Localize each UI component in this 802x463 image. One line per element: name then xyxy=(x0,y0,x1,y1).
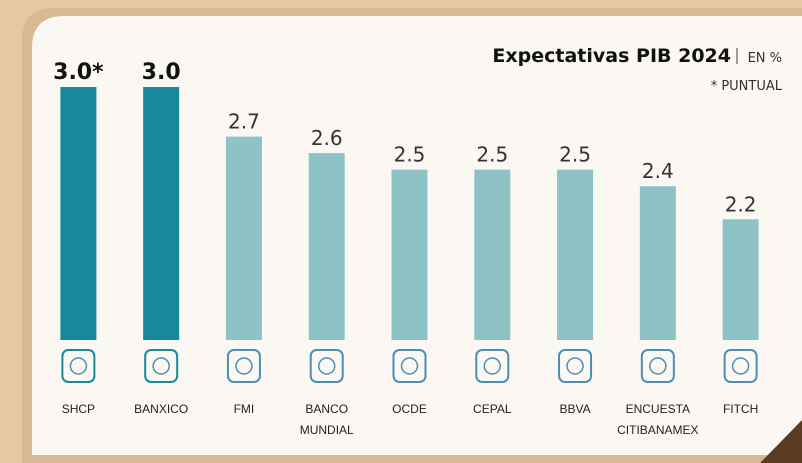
logo xyxy=(558,349,593,383)
label-line: MUNDIAL xyxy=(300,423,354,437)
value-label: 2.6 xyxy=(311,126,343,150)
bar xyxy=(308,153,345,340)
logo xyxy=(309,349,344,383)
x-tick-label: CEPAL xyxy=(473,402,512,416)
x-tick-label: BANXICO xyxy=(134,402,188,416)
logo xyxy=(144,349,179,383)
logo-dot xyxy=(483,357,502,375)
logo xyxy=(475,349,510,383)
logo-dot xyxy=(731,357,750,375)
bar xyxy=(225,136,262,340)
label-line: ENCUESTA xyxy=(626,402,690,416)
unit: EN % xyxy=(748,51,782,66)
label-line: BANCO xyxy=(305,402,348,416)
logo-dot xyxy=(400,357,419,375)
value-label: 3.0 xyxy=(142,60,181,85)
chart-title: Expectativas PIB 2024 xyxy=(492,45,731,67)
value-label: 2.7 xyxy=(228,110,260,134)
logo xyxy=(61,349,96,383)
value-label: 2.4 xyxy=(642,159,674,183)
x-tick-label: FITCH xyxy=(723,402,758,416)
logo xyxy=(226,349,261,383)
logo-dot xyxy=(152,357,170,375)
bar xyxy=(143,87,180,340)
bar xyxy=(391,169,428,340)
x-tick-label: BBVA xyxy=(559,402,590,416)
x-tick-label: ENCUESTA CITIBANAMEX xyxy=(617,402,698,437)
value-label: 2.5 xyxy=(476,143,508,167)
logo xyxy=(392,349,427,383)
bar xyxy=(60,87,97,340)
logo xyxy=(723,349,758,383)
x-tick-label: BANCO MUNDIAL xyxy=(300,402,354,437)
x-tick-label: OCDE xyxy=(392,402,427,416)
value-label: 2.2 xyxy=(725,192,757,216)
logo xyxy=(640,349,675,383)
label-line: CITIBANAMEX xyxy=(617,423,698,437)
note: * PUNTUAL xyxy=(711,79,783,94)
logo-dot xyxy=(649,357,667,375)
bar xyxy=(722,219,759,340)
bar xyxy=(639,186,676,340)
value-label: 2.5 xyxy=(394,143,426,167)
x-tick-label: FMI xyxy=(234,402,255,416)
corner xyxy=(760,420,802,463)
bar xyxy=(474,169,511,340)
logo-dot xyxy=(317,357,336,375)
x-tick-label: SHCP xyxy=(62,402,95,416)
value-label: 3.0* xyxy=(53,60,104,85)
logo-dot xyxy=(235,357,253,375)
value-label: 2.5 xyxy=(559,143,591,167)
logo-dot xyxy=(566,357,584,375)
bar xyxy=(557,169,594,340)
logo-dot xyxy=(69,357,88,375)
